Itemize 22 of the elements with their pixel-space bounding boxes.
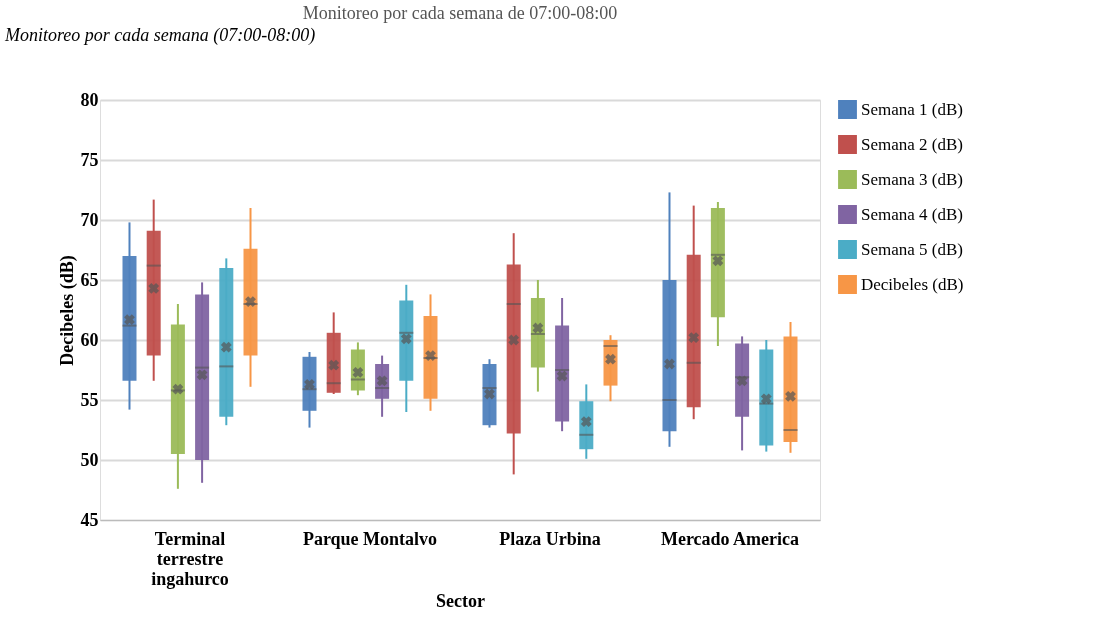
chart-title: Monitoreo por cada semana de 07:00-08:00 bbox=[302, 3, 618, 23]
legend-label: Semana 1 (dB) bbox=[861, 99, 963, 119]
legend-label: Semana 2 (dB) bbox=[861, 134, 963, 154]
y-tick-label: 55 bbox=[80, 389, 99, 410]
legend-label: Semana 5 (dB) bbox=[861, 239, 963, 259]
x-tick-label: Parque Montalvo bbox=[302, 528, 438, 549]
text: Monitoreo por cada semana (07:00-08:00) bbox=[4, 25, 316, 46]
x-tick-label: Plaza Urbina bbox=[499, 528, 601, 549]
y-axis-title: Decibeles (dB) bbox=[56, 255, 78, 366]
x-axis-title: Sector bbox=[436, 590, 485, 611]
y-tick-label: 50 bbox=[80, 449, 99, 470]
x-tick-label: Terminal terrestre ingahurco bbox=[151, 528, 229, 589]
y-tick-label: 70 bbox=[80, 209, 99, 230]
y-tick-label: 60 bbox=[80, 329, 99, 350]
y-tick-label: 45 bbox=[80, 509, 99, 530]
legend-label: Semana 4 (dB) bbox=[861, 204, 963, 224]
y-tick-label: 65 bbox=[80, 269, 99, 290]
legend-label: Decibeles (dB) bbox=[861, 274, 964, 294]
y-tick-label: 80 bbox=[80, 89, 99, 110]
x-tick-label: Mercado America bbox=[660, 528, 800, 549]
legend-label: Semana 3 (dB) bbox=[861, 169, 963, 189]
y-tick-label: 75 bbox=[80, 149, 99, 170]
